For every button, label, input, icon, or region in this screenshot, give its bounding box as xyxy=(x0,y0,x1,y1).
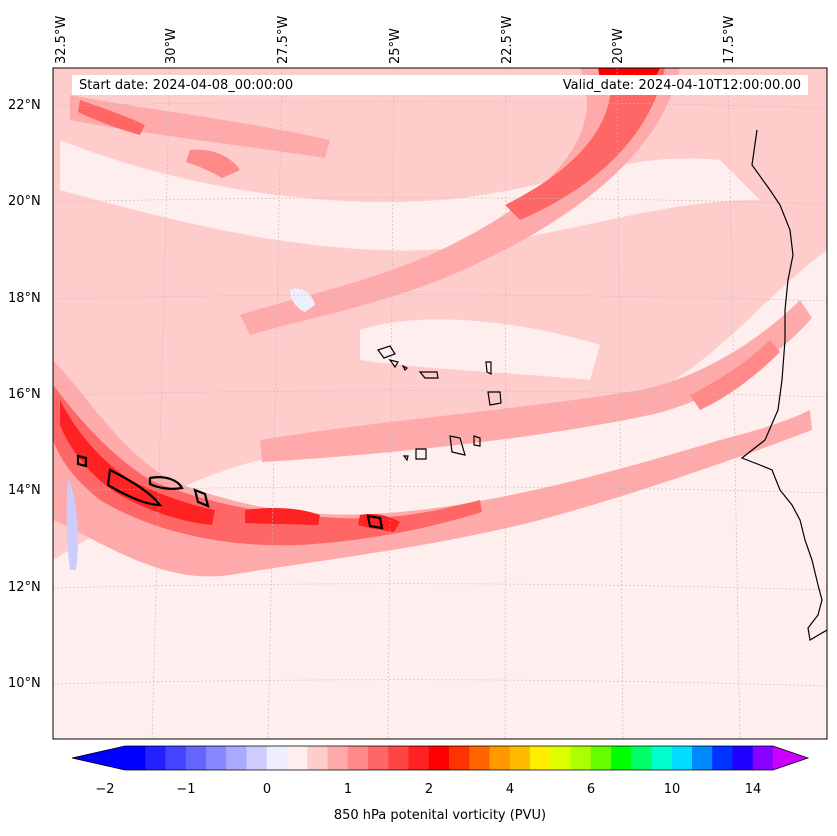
lon-label: 25°W xyxy=(388,28,403,64)
colorbar-tick: 14 xyxy=(744,782,762,797)
lat-label: 10°N xyxy=(8,676,41,691)
colorbar-cell xyxy=(509,746,531,770)
colorbar-cell xyxy=(428,746,450,770)
colorbar-cell xyxy=(327,746,349,770)
colorbar-outline xyxy=(71,745,810,771)
pv-band-mid-east xyxy=(260,300,812,462)
colorbar-extend-high xyxy=(773,746,808,770)
pv-negative-nw xyxy=(290,288,315,312)
colorbar-cell xyxy=(752,746,774,770)
colorbar-cell xyxy=(388,746,409,770)
lat-label: 22°N xyxy=(8,98,41,113)
colorbar-cell xyxy=(226,746,247,770)
colorbar-tick: −1 xyxy=(176,782,196,797)
colorbar-cell xyxy=(287,746,308,770)
islands xyxy=(377,345,502,462)
colorbar-cell xyxy=(368,746,389,770)
graticule xyxy=(53,68,827,739)
lat-label: 18°N xyxy=(8,291,41,306)
pv-streak-nw xyxy=(70,95,330,158)
africa-coastline xyxy=(740,129,827,641)
lat-label: 16°N xyxy=(8,387,41,402)
colorbar-cell xyxy=(590,746,612,770)
colorbar-label: 850 hPa potenital vorticity (PVU) xyxy=(333,808,547,823)
pv-2-contours xyxy=(76,454,384,530)
lat-label: 12°N xyxy=(8,580,41,595)
colorbar-tick: 2 xyxy=(424,782,434,797)
colorbar-cell xyxy=(671,746,693,770)
pv-field xyxy=(53,68,827,739)
lat-label: 20°N xyxy=(8,194,41,209)
colorbar-cell xyxy=(651,746,673,770)
colorbar-cell xyxy=(145,746,166,770)
lon-label: 22.5°W xyxy=(500,15,515,64)
colorbar-cell xyxy=(489,746,511,770)
lon-label: 27.5°W xyxy=(276,15,291,64)
lon-label: 30°W xyxy=(164,28,179,64)
valid-date-label: Valid_date: 2024-04-10T12:00:00.00 xyxy=(562,78,801,93)
colorbar-cell xyxy=(631,746,652,770)
colorbar-cell xyxy=(469,746,490,770)
colorbar-extend-low xyxy=(72,746,125,770)
lon-label: 20°W xyxy=(611,28,626,64)
plot-frame xyxy=(52,67,828,740)
colorbar-tick: −2 xyxy=(95,782,115,797)
colorbar-cell xyxy=(185,746,207,770)
colorbar-cell xyxy=(449,746,470,770)
pv-area-white-2 xyxy=(360,319,600,380)
colorbar xyxy=(71,745,810,771)
pv-band-mid-east-core xyxy=(690,340,780,410)
colorbar-cell xyxy=(692,746,713,770)
colorbar-cell xyxy=(712,746,733,770)
colorbar-cell xyxy=(530,746,551,770)
colorbar-cell xyxy=(570,746,592,770)
lon-label: 32.5°W xyxy=(54,15,69,64)
lat-label: 14°N xyxy=(8,483,41,498)
colorbar-cell xyxy=(266,746,288,770)
colorbar-cell xyxy=(165,746,187,770)
colorbar-cell xyxy=(732,746,754,770)
pv-streak-nw-core xyxy=(78,100,145,135)
pv-area-white-1 xyxy=(60,140,760,251)
pv-negative-west xyxy=(66,478,78,570)
colorbar-tick: 10 xyxy=(663,782,681,797)
lon-label: 17.5°W xyxy=(722,15,737,64)
colorbar-cell xyxy=(550,746,571,770)
colorbar-cell xyxy=(307,746,328,770)
colorbar-cell xyxy=(611,746,632,770)
header-box xyxy=(72,75,808,95)
colorbar-cell xyxy=(125,746,146,770)
start-date-label: Start date: 2024-04-08_00:00:00 xyxy=(79,78,294,93)
colorbar-cell xyxy=(206,746,227,770)
pv-streak-nw-2 xyxy=(186,149,240,178)
colorbar-cell xyxy=(246,746,268,770)
colorbar-tick: 1 xyxy=(343,782,353,797)
colorbar-tick: 0 xyxy=(262,782,272,797)
colorbar-tick: 4 xyxy=(505,782,515,797)
colorbar-cell xyxy=(347,746,369,770)
colorbar-cells xyxy=(125,746,774,770)
pv-band-ne-core xyxy=(505,68,665,220)
colorbar-tick: 6 xyxy=(586,782,596,797)
colorbar-cell xyxy=(408,746,430,770)
pv-band-south-peak-2 xyxy=(245,507,320,525)
